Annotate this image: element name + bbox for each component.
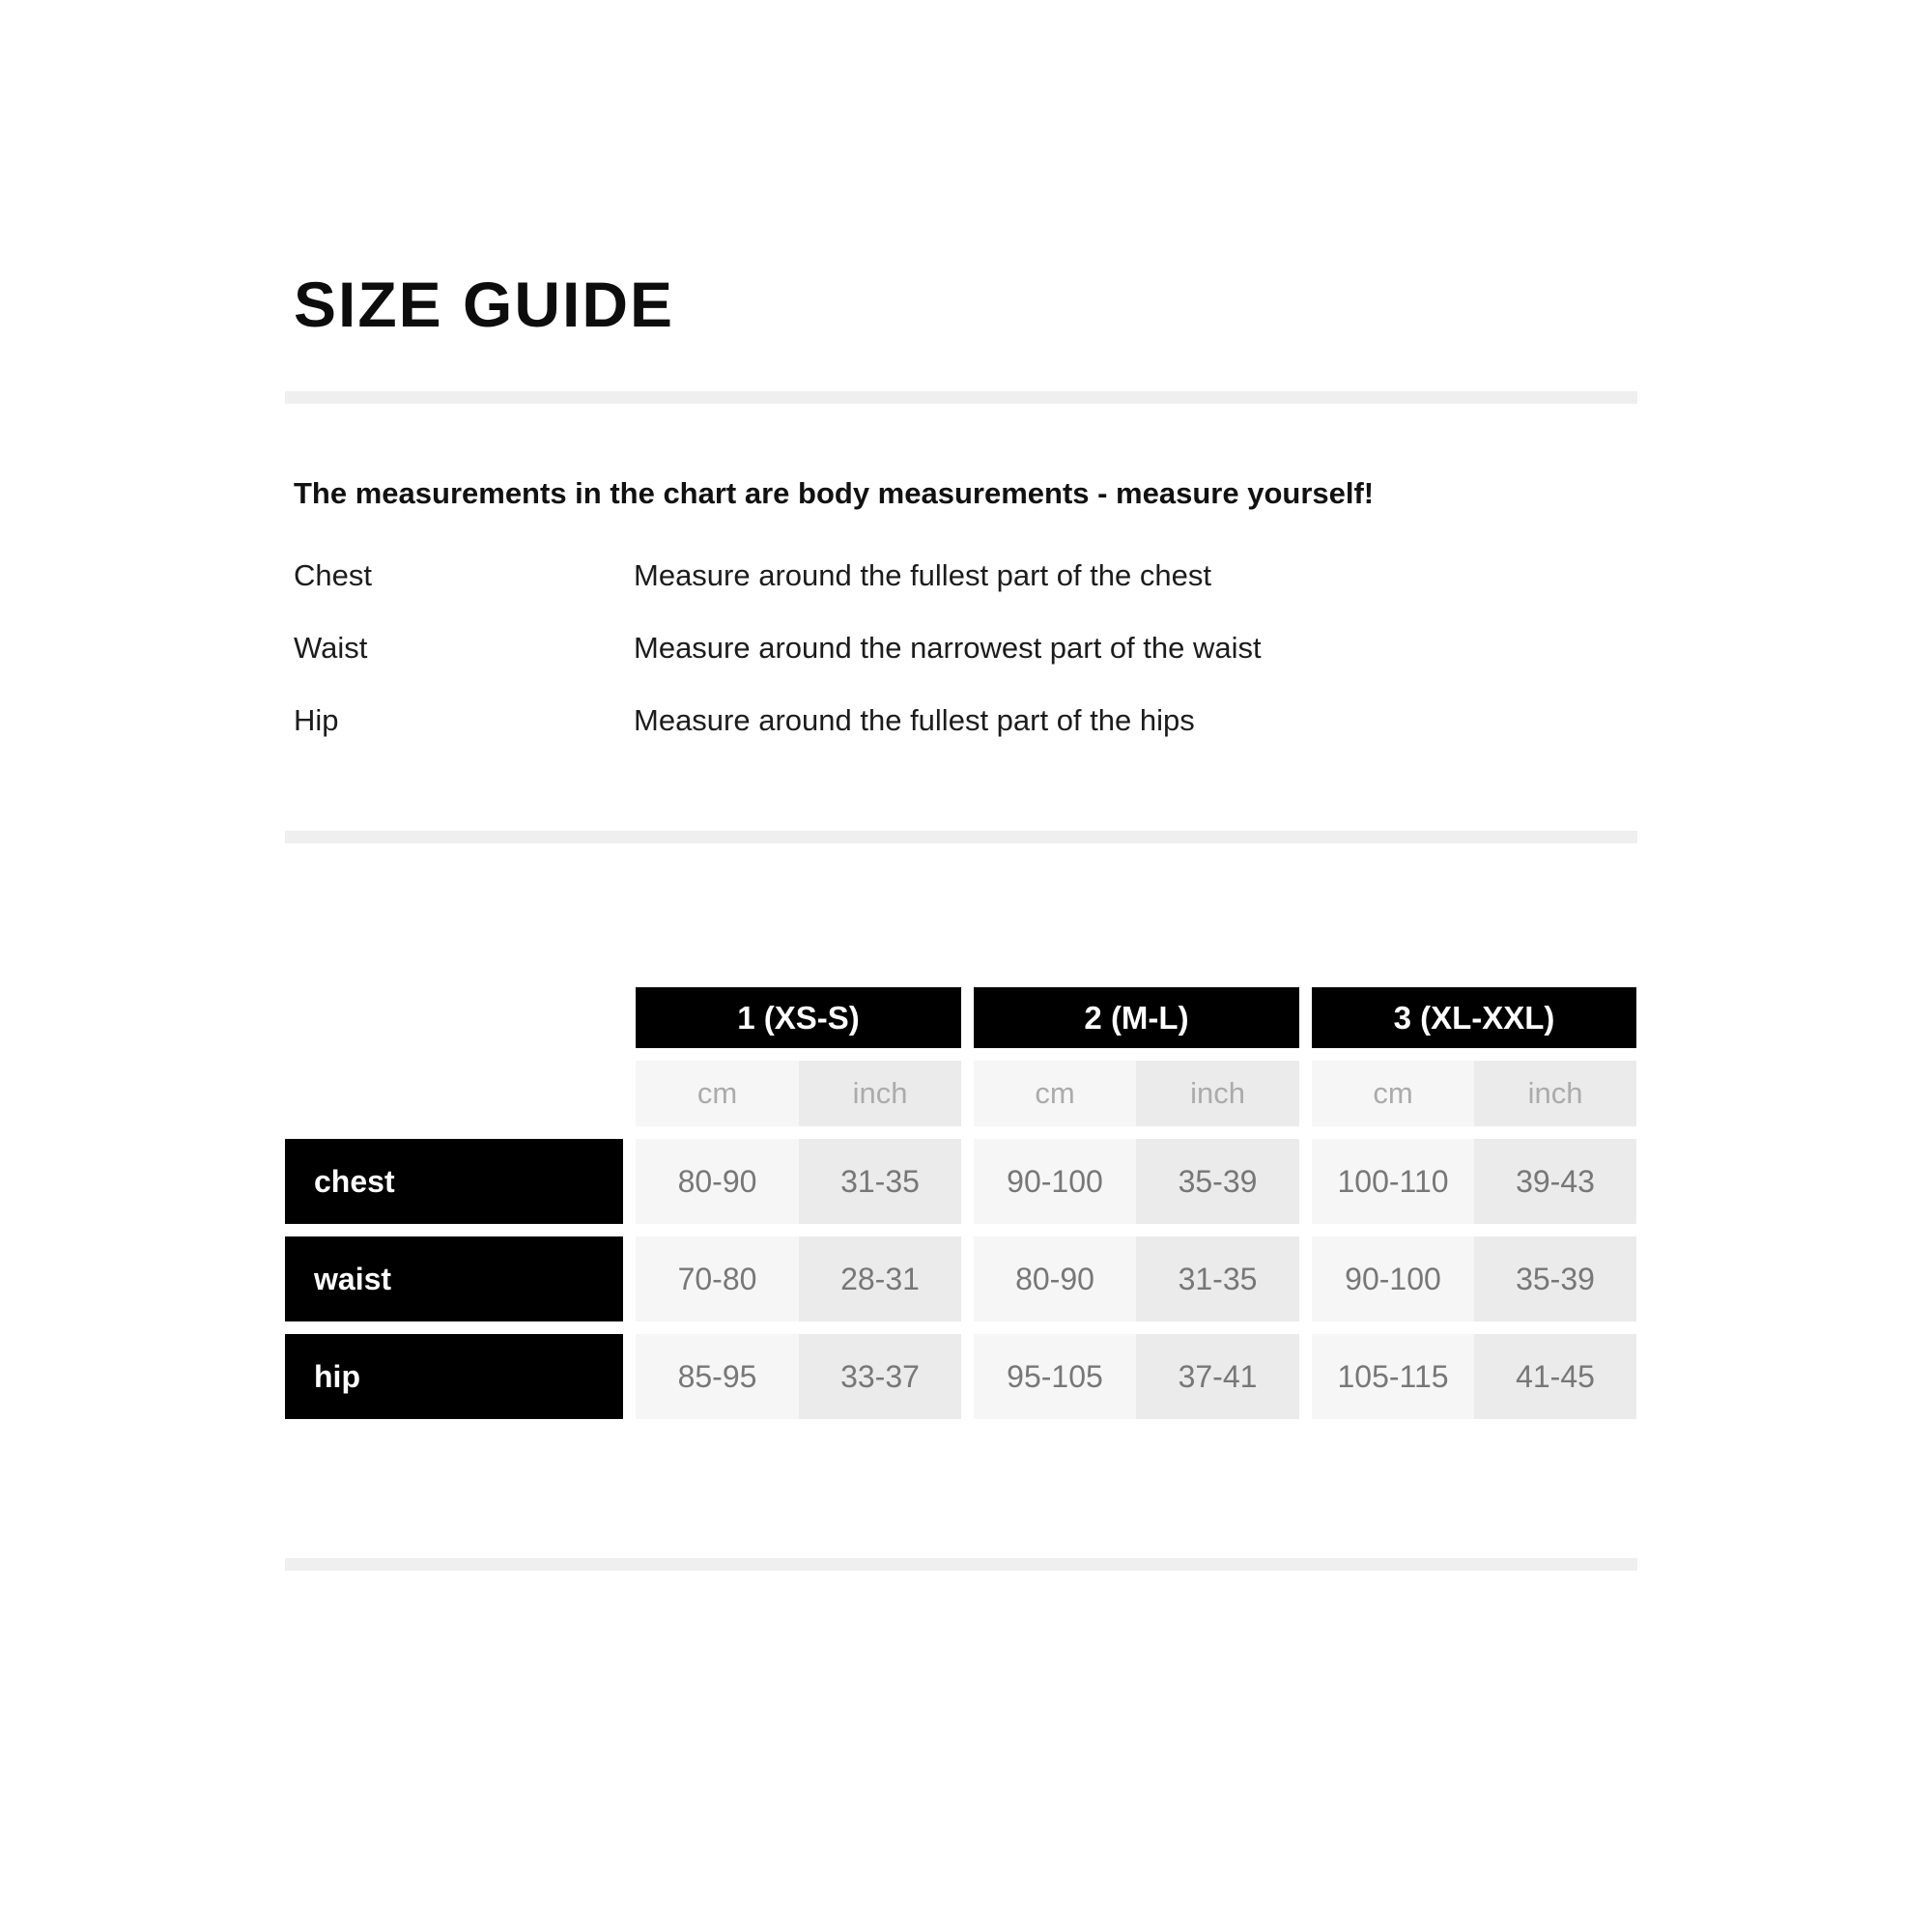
definition-label: Hip: [294, 703, 339, 737]
row-label-waist: waist: [285, 1236, 623, 1321]
value-chest-1-cm: 80-90: [636, 1139, 799, 1224]
definition-row-hip: Hip Measure around the fullest part of t…: [294, 703, 1636, 776]
value-waist-2-cm: 80-90: [974, 1236, 1136, 1321]
definition-label: Chest: [294, 558, 372, 592]
value-hip-3-cm: 105-115: [1312, 1334, 1474, 1419]
unit-header-inch: inch: [1136, 1061, 1299, 1126]
unit-header-cm: cm: [1312, 1061, 1474, 1126]
value-chest-3-inch: 39-43: [1474, 1139, 1636, 1224]
value-hip-1-cm: 85-95: [636, 1334, 799, 1419]
value-hip-1-inch: 33-37: [799, 1334, 961, 1419]
value-waist-3-cm: 90-100: [1312, 1236, 1474, 1321]
value-hip-2-inch: 37-41: [1136, 1334, 1299, 1419]
value-chest-2-inch: 35-39: [1136, 1139, 1299, 1224]
definition-description: Measure around the narrowest part of the…: [634, 631, 1262, 665]
value-hip-3-inch: 41-45: [1474, 1334, 1636, 1419]
unit-header-inch: inch: [1474, 1061, 1636, 1126]
size-group-header-3: 3 (XL-XXL): [1312, 987, 1636, 1048]
value-chest-3-cm: 100-110: [1312, 1139, 1474, 1224]
row-label-hip: hip: [285, 1334, 623, 1419]
definition-description: Measure around the fullest part of the c…: [634, 558, 1211, 592]
size-group-header-2: 2 (M-L): [974, 987, 1299, 1048]
value-waist-2-inch: 31-35: [1136, 1236, 1299, 1321]
size-group-header-1: 1 (XS-S): [636, 987, 961, 1048]
measurement-definitions: Chest Measure around the fullest part of…: [294, 558, 1636, 776]
row-label-chest: chest: [285, 1139, 623, 1224]
value-waist-1-cm: 70-80: [636, 1236, 799, 1321]
page-title: SIZE GUIDE: [294, 269, 675, 340]
value-hip-2-cm: 95-105: [974, 1334, 1136, 1419]
definition-row-waist: Waist Measure around the narrowest part …: [294, 631, 1636, 703]
definition-description: Measure around the fullest part of the h…: [634, 703, 1195, 737]
unit-header-cm: cm: [974, 1061, 1136, 1126]
divider-bottom: [285, 1558, 1637, 1571]
divider-top: [285, 391, 1637, 404]
divider-middle: [285, 831, 1637, 843]
definition-label: Waist: [294, 631, 368, 665]
value-waist-1-inch: 28-31: [799, 1236, 961, 1321]
value-chest-1-inch: 31-35: [799, 1139, 961, 1224]
value-waist-3-inch: 35-39: [1474, 1236, 1636, 1321]
unit-header-inch: inch: [799, 1061, 961, 1126]
unit-header-cm: cm: [636, 1061, 799, 1126]
definition-row-chest: Chest Measure around the fullest part of…: [294, 558, 1636, 631]
value-chest-2-cm: 90-100: [974, 1139, 1136, 1224]
intro-heading: The measurements in the chart are body m…: [294, 476, 1375, 510]
size-table: 1 (XS-S) 2 (M-L) 3 (XL-XXL) cm inch cm i…: [285, 987, 1636, 1419]
